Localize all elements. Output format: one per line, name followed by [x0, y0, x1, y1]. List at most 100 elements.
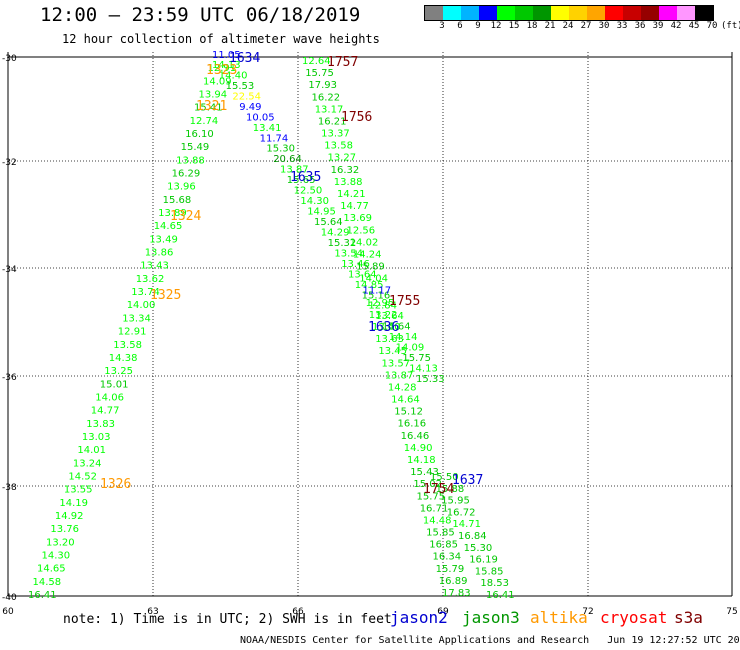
swh-value: 13.24 — [73, 458, 102, 469]
swh-value: 13.22 — [369, 310, 398, 321]
scale-swatch — [587, 6, 605, 20]
swh-value: 14.13 — [212, 60, 241, 71]
pass-label: 1754 — [423, 482, 454, 497]
swh-value: 16.22 — [312, 92, 341, 103]
swh-value: 13.96 — [167, 182, 196, 193]
swh-value: 11.17 — [363, 286, 392, 297]
swh-value: 10.05 — [246, 112, 275, 123]
scale-label: 9 — [475, 21, 481, 31]
swh-value: 9.49 — [239, 102, 261, 113]
scale-swatch — [551, 6, 569, 20]
swh-value: 15.85 — [475, 566, 504, 577]
swh-value: 13.03 — [82, 432, 111, 443]
scale-swatch — [461, 6, 479, 20]
swh-value: 15.75 — [402, 353, 431, 364]
map-grid: -30 -32 -34 -36 -38 -40 60 63 66 69 72 75 — [2, 52, 738, 617]
swh-value: 15.41 — [194, 103, 223, 114]
swh-value: 15.30 — [464, 543, 493, 554]
swh-value: 13.43 — [140, 261, 169, 272]
pass-label: 1636 — [368, 320, 399, 335]
swh-value: 15.49 — [181, 142, 210, 153]
satellite-legend-item: altika — [530, 608, 588, 627]
pass-label: 1325 — [150, 288, 181, 303]
swh-value: 15.89 — [356, 262, 385, 273]
swh-value: 14.21 — [337, 189, 366, 200]
swh-value: 16.34 — [433, 552, 462, 563]
swh-value: 14.13 — [409, 364, 438, 375]
swh-value: 13.64 — [375, 311, 404, 322]
swh-value: 16.85 — [429, 540, 458, 551]
swh-value: 13.25 — [104, 366, 133, 377]
swh-value: 16.21 — [318, 117, 347, 128]
longitude-label: 66 — [292, 607, 304, 617]
swh-value: 14.85 — [355, 280, 384, 291]
pass-label: 1637 — [452, 473, 483, 488]
swh-value: 13.34 — [122, 313, 151, 324]
swh-value: 14.28 — [388, 383, 417, 394]
scale-label: 36 — [634, 21, 646, 31]
longitude-label: 60 — [2, 607, 14, 617]
scale-swatch — [695, 6, 713, 20]
swh-value: 13.69 — [343, 213, 372, 224]
swh-value: 15.01 — [100, 379, 129, 390]
swh-value: 13.37 — [321, 129, 350, 140]
swh-value: 13.63 — [375, 334, 404, 345]
swh-value: 15.68 — [163, 195, 192, 206]
pass-label: 1757 — [327, 55, 358, 70]
swh-value: 15.95 — [441, 496, 470, 507]
swh-value: 14.19 — [59, 498, 88, 509]
swh-value: 14.01 — [77, 445, 106, 456]
swh-value: 14.09 — [396, 343, 425, 354]
swh-color-scale — [424, 5, 714, 21]
swh-value: 15.02 — [413, 479, 442, 490]
swh-value: 13.58 — [113, 340, 142, 351]
swh-value: 14.90 — [404, 443, 433, 454]
swh-value: 14.04 — [359, 274, 388, 285]
scale-label: 15 — [508, 21, 520, 31]
swh-value: 15.64 — [382, 322, 411, 333]
swh-value: 14.24 — [353, 250, 382, 261]
longitude-label: 63 — [147, 607, 158, 617]
swh-value: 16.41 — [28, 590, 57, 601]
swh-value: 15.88 — [436, 484, 465, 495]
swh-value: 16.16 — [398, 419, 427, 430]
swh-value: 14.52 — [68, 472, 97, 483]
pass-label: 1326 — [100, 477, 131, 492]
swh-value: 17.93 — [308, 80, 337, 91]
observation-labels: 11.05 12.91 14.09 13.94 15.41 12.74 16.10 15.49… — [28, 50, 515, 601]
scale-swatch — [497, 6, 515, 20]
swh-value: 14.77 — [91, 406, 120, 417]
swh-value: 12.74 — [190, 116, 219, 127]
swh-value: 14.40 — [219, 71, 248, 82]
swh-value: 15.64 — [314, 217, 343, 228]
swh-value: 12.91 — [208, 63, 237, 74]
scale-label: 39 — [652, 21, 664, 31]
swh-value: 13.58 — [324, 141, 353, 152]
swh-value: 14.18 — [407, 455, 436, 466]
scale-swatch — [677, 6, 695, 20]
swh-value: 14.06 — [95, 392, 124, 403]
swh-value: 13.88 — [334, 177, 363, 188]
scale-label: 12 — [490, 21, 502, 31]
latitude-label: -32 — [2, 158, 17, 168]
swh-value: 13.74 — [131, 287, 160, 298]
pass-label: 1756 — [341, 110, 372, 125]
swh-value: 13.76 — [50, 524, 79, 535]
pass-label: 1635 — [290, 170, 321, 185]
swh-value: 15.75 — [417, 491, 446, 502]
swh-value: 13.40 — [372, 322, 401, 333]
swh-value: 12.91 — [118, 327, 147, 338]
swh-value: 13.94 — [199, 90, 228, 101]
page-title: 12:00 – 23:59 UTC 06/18/2019 — [40, 4, 361, 26]
scale-label: 70 — [706, 21, 718, 31]
pass-label: 1321 — [196, 99, 227, 114]
swh-value: 13.88 — [176, 155, 205, 166]
scale-swatch — [443, 6, 461, 20]
footer-note: note: 1) Time is in UTC; 2) SWH is in fe… — [63, 612, 392, 627]
swh-value: 13.55 — [64, 485, 93, 496]
scale-swatch — [569, 6, 587, 20]
swh-value: 14.65 — [37, 564, 66, 575]
scale-swatch — [605, 6, 623, 20]
